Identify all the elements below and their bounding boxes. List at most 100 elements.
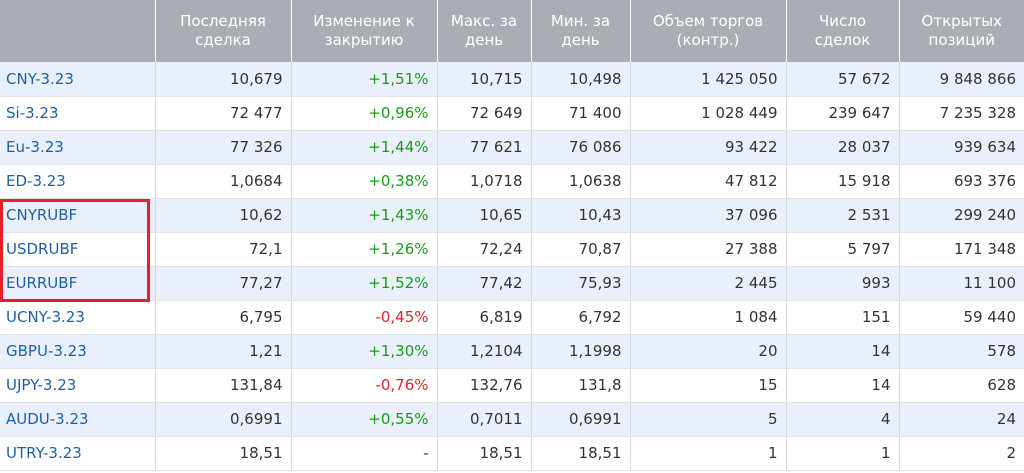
deals-cell: 28 037 xyxy=(786,130,900,165)
instrument-link[interactable]: Eu-3.23 xyxy=(0,130,156,165)
day-max-cell: 77,42 xyxy=(437,266,532,301)
volume-cell: 15 xyxy=(630,368,787,403)
last-trade-cell: 6,795 xyxy=(155,300,292,335)
header-open-positions[interactable]: Открытых позиций xyxy=(899,0,1024,62)
last-trade-cell: 18,51 xyxy=(155,436,292,471)
day-max-cell: 132,76 xyxy=(437,368,532,403)
header-day-max[interactable]: Макс. за день xyxy=(437,0,532,62)
header-last-trade[interactable]: Последняя сделка xyxy=(155,0,292,62)
table-row: Eu-3.23 77 326 +1,44% 77 621 76 086 93 422 28 … xyxy=(0,130,1024,165)
table-row: UTRY-3.23 18,51-18,51 18,51 1 1 2 xyxy=(0,436,1024,471)
day-min-cell: 76 086 xyxy=(531,130,631,165)
open-positions-cell: 171 348 xyxy=(899,232,1024,267)
instrument-link[interactable]: EURRUBF xyxy=(0,266,156,301)
table-row: UJPY-3.23 131,84 -0,76% 132,76 131,8 15 14 628 xyxy=(0,368,1024,403)
day-max-cell: 77 621 xyxy=(437,130,532,165)
day-min-cell: 1,0638 xyxy=(531,164,631,199)
open-positions-cell: 9 848 866 xyxy=(899,62,1024,97)
day-min-cell: 75,93 xyxy=(531,266,631,301)
header-change[interactable]: Изменение к закрытию xyxy=(291,0,438,62)
last-trade-cell: 1,21 xyxy=(155,334,292,369)
day-min-cell: 6,792 xyxy=(531,300,631,335)
volume-cell: 5 xyxy=(630,402,787,437)
instrument-link[interactable]: CNYRUBF xyxy=(0,198,156,233)
header-volume[interactable]: Объем торгов (контр.) xyxy=(630,0,787,62)
deals-cell: 5 797 xyxy=(786,232,900,267)
change-cell: +1,52% xyxy=(291,266,438,301)
open-positions-cell: 7 235 328 xyxy=(899,96,1024,131)
day-min-cell: 71 400 xyxy=(531,96,631,131)
last-trade-cell: 1,0684 xyxy=(155,164,292,199)
table-row: CNY-3.23 10,679 +1,51% 10,715 10,498 1 425 05… xyxy=(0,62,1024,97)
instrument-link[interactable]: UTRY-3.23 xyxy=(0,436,156,471)
deals-cell: 57 672 xyxy=(786,62,900,97)
deals-cell: 239 647 xyxy=(786,96,900,131)
volume-cell: 2 445 xyxy=(630,266,787,301)
last-trade-cell: 77 326 xyxy=(155,130,292,165)
day-max-cell: 0,7011 xyxy=(437,402,532,437)
last-trade-cell: 10,62 xyxy=(155,198,292,233)
deals-cell: 151 xyxy=(786,300,900,335)
change-cell: +1,30% xyxy=(291,334,438,369)
day-min-cell: 18,51 xyxy=(531,436,631,471)
instrument-link[interactable]: CNY-3.23 xyxy=(0,62,156,97)
day-max-cell: 1,2104 xyxy=(437,334,532,369)
table-row: EURRUBF 77,27 +1,52% 77,42 75,93 2 445 993 11 1… xyxy=(0,266,1024,301)
table-row: ED-3.23 1,0684 +0,38% 1,0718 1,0638 47 812 15 … xyxy=(0,164,1024,199)
instrument-link[interactable]: GBPU-3.23 xyxy=(0,334,156,369)
day-max-cell: 6,819 xyxy=(437,300,532,335)
open-positions-cell: 11 100 xyxy=(899,266,1024,301)
volume-cell: 1 028 449 xyxy=(630,96,787,131)
table-row: CNYRUBF 10,62 +1,43% 10,65 10,43 37 096 2 531 2… xyxy=(0,198,1024,233)
last-trade-cell: 0,6991 xyxy=(155,402,292,437)
open-positions-cell: 693 376 xyxy=(899,164,1024,199)
day-max-cell: 72,24 xyxy=(437,232,532,267)
volume-cell: 20 xyxy=(630,334,787,369)
change-cell: -0,76% xyxy=(291,368,438,403)
day-min-cell: 1,1998 xyxy=(531,334,631,369)
change-cell: +1,51% xyxy=(291,62,438,97)
instrument-link[interactable]: AUDU-3.23 xyxy=(0,402,156,437)
open-positions-cell: 939 634 xyxy=(899,130,1024,165)
change-cell: - xyxy=(291,436,438,471)
instrument-link[interactable]: Si-3.23 xyxy=(0,96,156,131)
last-trade-cell: 10,679 xyxy=(155,62,292,97)
day-min-cell: 131,8 xyxy=(531,368,631,403)
instrument-link[interactable]: ED-3.23 xyxy=(0,164,156,199)
table-row: UCNY-3.23 6,795 -0,45% 6,819 6,792 1 084 151 59… xyxy=(0,300,1024,335)
deals-cell: 1 xyxy=(786,436,900,471)
day-min-cell: 10,43 xyxy=(531,198,631,233)
change-cell: +1,44% xyxy=(291,130,438,165)
last-trade-cell: 131,84 xyxy=(155,368,292,403)
table-row: AUDU-3.23 0,6991 +0,55% 0,7011 0,6991 5 4 24 xyxy=(0,402,1024,437)
volume-cell: 1 xyxy=(630,436,787,471)
day-max-cell: 18,51 xyxy=(437,436,532,471)
instrument-link[interactable]: USDRUBF xyxy=(0,232,156,267)
deals-cell: 14 xyxy=(786,334,900,369)
day-min-cell: 70,87 xyxy=(531,232,631,267)
last-trade-cell: 72 477 xyxy=(155,96,292,131)
volume-cell: 27 388 xyxy=(630,232,787,267)
volume-cell: 1 425 050 xyxy=(630,62,787,97)
deals-cell: 15 918 xyxy=(786,164,900,199)
table-row: USDRUBF 72,1 +1,26% 72,24 70,87 27 388 5 797 17… xyxy=(0,232,1024,267)
change-cell: +1,43% xyxy=(291,198,438,233)
header-instrument xyxy=(0,0,156,62)
header-row: Последняя сделка Изменение к закрытию Ма… xyxy=(0,0,1024,62)
day-max-cell: 10,715 xyxy=(437,62,532,97)
header-day-min[interactable]: Мин. за день xyxy=(531,0,631,62)
table-row: GBPU-3.23 1,21 +1,30% 1,2104 1,1998 20 14 578 xyxy=(0,334,1024,369)
instrument-link[interactable]: UCNY-3.23 xyxy=(0,300,156,335)
open-positions-cell: 2 xyxy=(899,436,1024,471)
deals-cell: 4 xyxy=(786,402,900,437)
change-cell: -0,45% xyxy=(291,300,438,335)
change-cell: +0,55% xyxy=(291,402,438,437)
last-trade-cell: 72,1 xyxy=(155,232,292,267)
deals-cell: 993 xyxy=(786,266,900,301)
deals-cell: 2 531 xyxy=(786,198,900,233)
instrument-link[interactable]: UJPY-3.23 xyxy=(0,368,156,403)
header-deals[interactable]: Число сделок xyxy=(786,0,900,62)
change-cell: +0,96% xyxy=(291,96,438,131)
